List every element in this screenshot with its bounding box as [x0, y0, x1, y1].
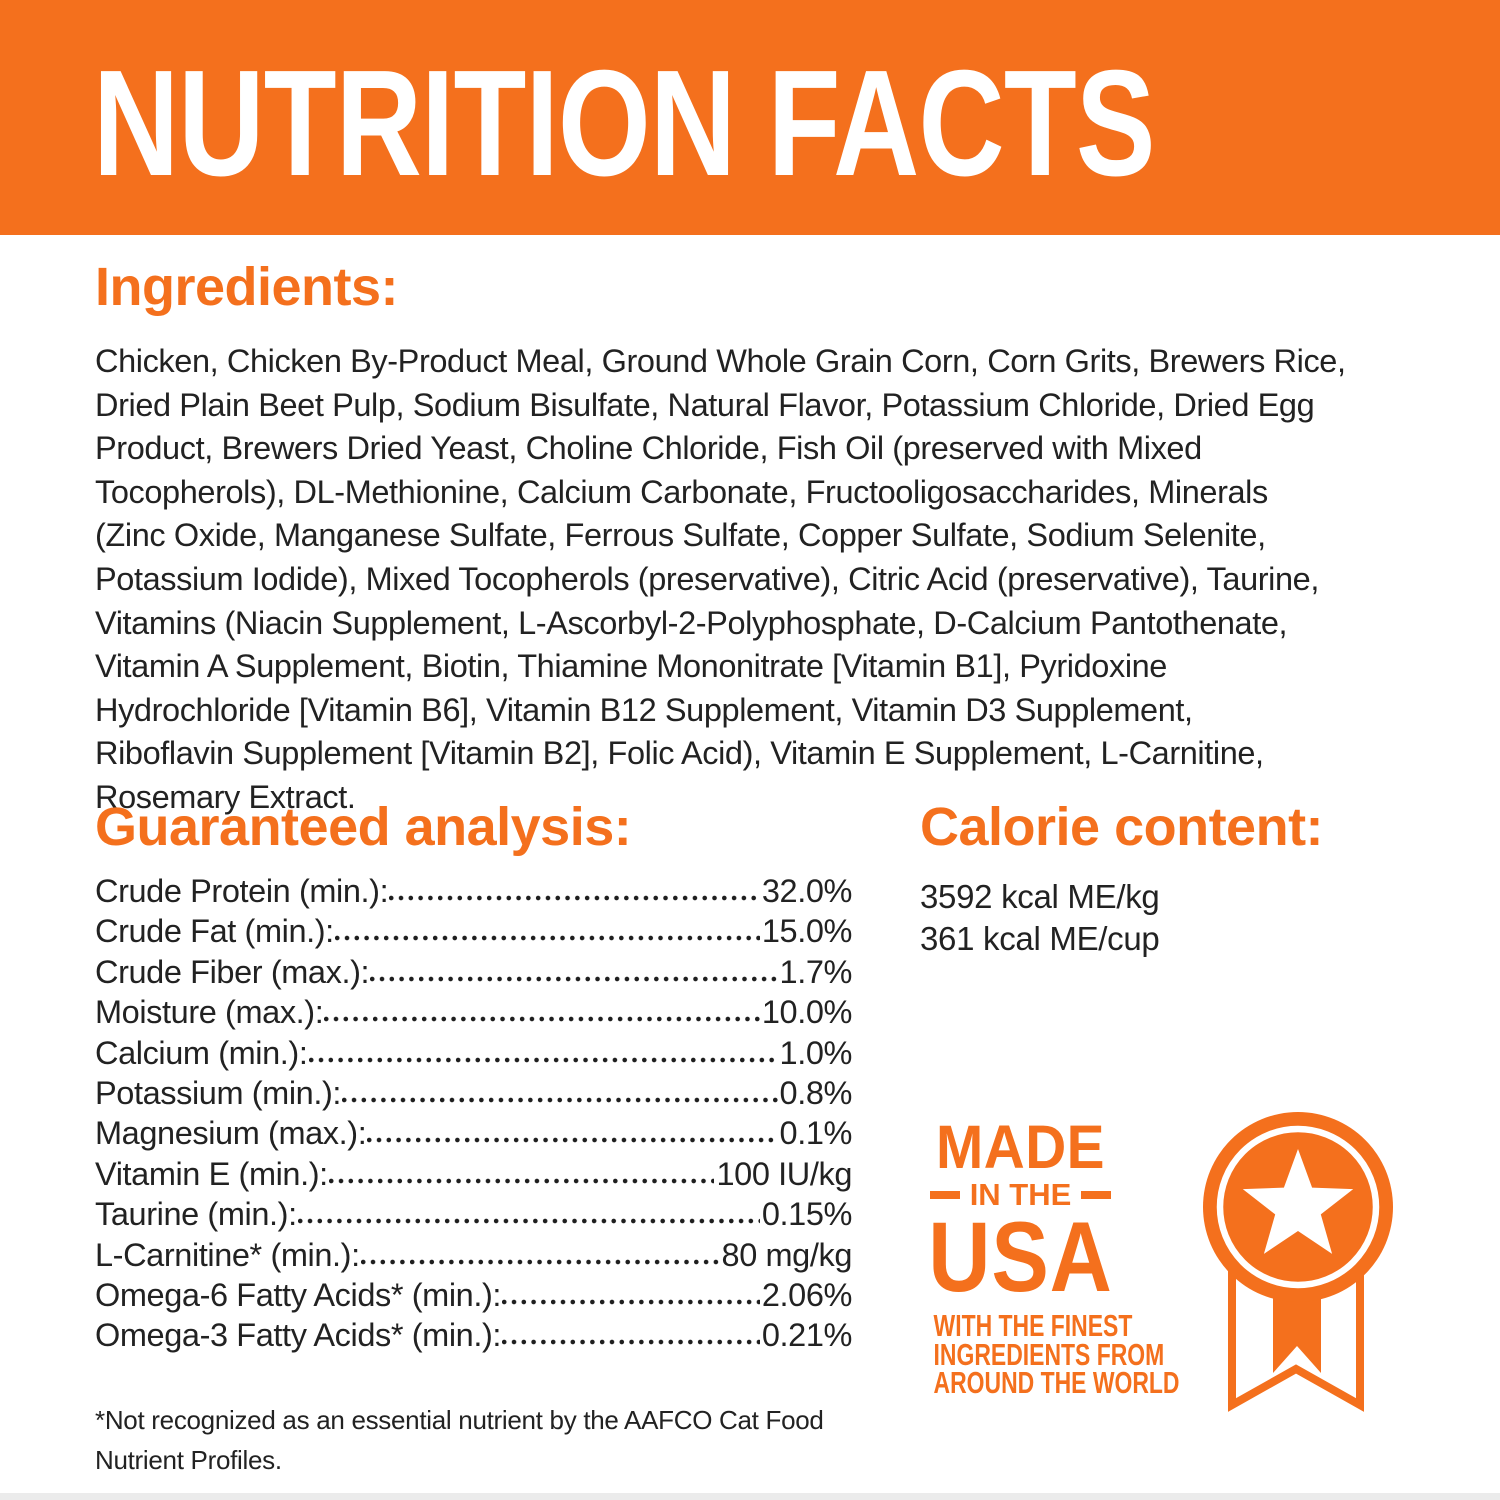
analysis-row: Omega-6 Fatty Acids* (min.): 2.06% [95, 1277, 852, 1317]
analysis-value: 2.06% [761, 1276, 853, 1313]
analysis-row: Magnesium (max.): 0.1% [95, 1115, 852, 1155]
analysis-value: 0.21% [761, 1317, 853, 1354]
dot-leader [328, 1176, 715, 1185]
dot-leader [360, 1257, 720, 1266]
usa-text: USA [928, 1201, 1113, 1312]
award-ribbon-icon [1203, 1112, 1393, 1412]
analysis-row: Crude Fat (min.): 15.0% [95, 913, 852, 953]
in-the-text: IN THE [969, 1177, 1072, 1212]
analysis-value: 0.8% [779, 1074, 853, 1111]
ingredients-text: Chicken, Chicken By-Product Meal, Ground… [95, 343, 1346, 815]
analysis-label: Crude Fat (min.): [95, 913, 334, 950]
dot-leader [502, 1297, 760, 1306]
guaranteed-analysis-heading: Guaranteed analysis: [95, 797, 632, 857]
page-title: NUTRITION FACTS [93, 38, 1156, 207]
dash-decoration [1081, 1191, 1112, 1199]
analysis-label: Crude Protein (min.): [95, 873, 389, 909]
analysis-row: Crude Fiber (max.): 1.7% [95, 954, 852, 994]
analysis-label: Moisture (max.): [95, 994, 324, 1031]
made-in-usa-block: MADE IN THE USA WITH THE FINEST INGREDIE… [903, 1113, 1180, 1400]
usa-tagline: WITH THE FINEST INGREDIENTS FROM AROUND … [933, 1308, 1180, 1400]
ingredients-heading: Ingredients: [95, 257, 399, 317]
bottom-edge-strip [0, 1493, 1500, 1500]
calorie-content-heading: Calorie content: [920, 797, 1324, 857]
guaranteed-analysis-list: Crude Protein (min.): 32.0% Crude Fat (m… [95, 873, 852, 1358]
analysis-label: Calcium (min.): [95, 1034, 308, 1071]
made-text: MADE [936, 1113, 1105, 1181]
dot-leader [502, 1338, 760, 1347]
dot-leader [370, 974, 778, 983]
analysis-label: Vitamin E (min.): [95, 1155, 328, 1192]
analysis-value: 100 IU/kg [716, 1155, 852, 1192]
analysis-label: L-Carnitine* (min.): [95, 1236, 360, 1273]
analysis-label: Magnesium (max.): [95, 1115, 367, 1152]
analysis-row: Crude Protein (min.): 32.0% [95, 873, 852, 913]
analysis-label: Omega-3 Fatty Acids* (min.): [95, 1317, 501, 1354]
dot-leader [367, 1136, 778, 1145]
dot-leader [334, 934, 760, 943]
aafco-footnote: *Not recognized as an essential nutrient… [95, 1405, 824, 1475]
analysis-value: 0.1% [779, 1115, 853, 1152]
dash-decoration [929, 1191, 960, 1199]
calorie-line: 361 kcal ME/cup [920, 919, 1160, 957]
calorie-line: 3592 kcal ME/kg [920, 878, 1160, 915]
in-the-row: IN THE [903, 1176, 1138, 1214]
analysis-value: 32.0% [761, 873, 853, 909]
analysis-row: Potassium (min.): 0.8% [95, 1075, 852, 1115]
analysis-value: 15.0% [761, 913, 853, 950]
analysis-label: Omega-6 Fatty Acids* (min.): [95, 1276, 501, 1313]
analysis-label: Crude Fiber (max.): [95, 953, 370, 990]
analysis-label: Taurine (min.): [95, 1196, 297, 1233]
dot-leader [324, 1015, 760, 1024]
analysis-row: Calcium (min.): 1.0% [95, 1035, 852, 1075]
header-bar: NUTRITION FACTS [0, 0, 1500, 235]
dot-leader [342, 1095, 778, 1104]
analysis-row: L-Carnitine* (min.): 80 mg/kg [95, 1237, 852, 1277]
analysis-value: 0.15% [761, 1196, 853, 1233]
analysis-row: Taurine (min.): 0.15% [95, 1196, 852, 1236]
analysis-value: 1.0% [779, 1034, 853, 1071]
analysis-label: Potassium (min.): [95, 1074, 342, 1111]
dot-leader [297, 1217, 760, 1226]
analysis-value: 80 mg/kg [721, 1236, 853, 1273]
analysis-value: 10.0% [761, 994, 853, 1031]
dot-leader [389, 894, 760, 902]
analysis-row: Omega-3 Fatty Acids* (min.): 0.21% [95, 1317, 852, 1357]
analysis-row: Vitamin E (min.): 100 IU/kg [95, 1156, 852, 1196]
calorie-content-lines: 3592 kcal ME/kg 361 kcal ME/cup [920, 876, 1160, 959]
dot-leader [308, 1055, 778, 1064]
analysis-row: Moisture (max.): 10.0% [95, 994, 852, 1034]
analysis-value: 1.7% [779, 953, 853, 990]
